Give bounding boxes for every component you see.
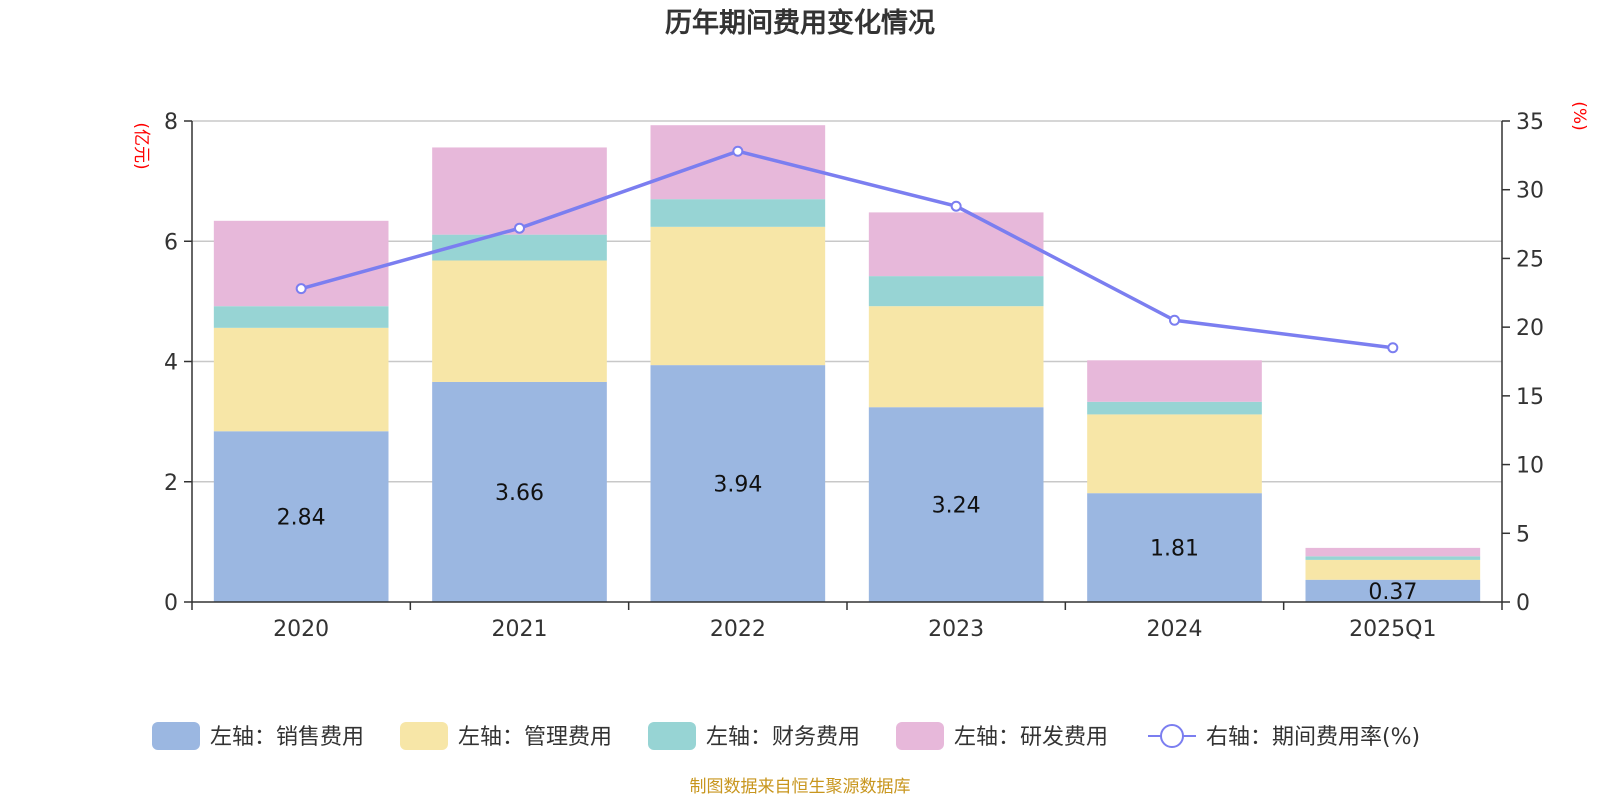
bar-segment <box>868 306 1044 408</box>
right-tick-label: 0 <box>1516 591 1530 616</box>
legend-swatch <box>648 722 696 750</box>
x-tick-label: 2020 <box>273 617 329 642</box>
left-tick-label: 0 <box>164 591 178 616</box>
chart-title: 历年期间费用变化情况 <box>665 7 935 39</box>
legend-marker <box>1160 724 1184 748</box>
bar-segment <box>868 407 1044 602</box>
bar-segment <box>1305 579 1481 602</box>
bar-segment <box>1305 559 1481 580</box>
x-tick-label: 2024 <box>1147 617 1203 642</box>
left-tick-label: 8 <box>164 110 178 135</box>
x-tick-label: 2025Q1 <box>1349 617 1436 642</box>
bar-segment <box>650 125 826 200</box>
left-tick-label: 2 <box>164 471 178 496</box>
legend-swatch <box>896 722 944 750</box>
right-tick-label: 5 <box>1516 522 1530 547</box>
x-tick-label: 2023 <box>928 617 984 642</box>
legend-swatch <box>400 722 448 750</box>
bar-segment <box>1305 547 1481 557</box>
line-point <box>514 222 525 234</box>
bar-data-label: 1.81 <box>1150 537 1199 562</box>
x-tick-label: 2022 <box>710 617 766 642</box>
legend-label: 左轴：研发费用 <box>954 725 1108 750</box>
right-tick-label: 35 <box>1516 110 1544 135</box>
legend-label: 左轴：销售费用 <box>210 725 364 750</box>
bar-segment <box>868 276 1044 307</box>
right-tick-label: 25 <box>1516 247 1544 272</box>
bar-segment <box>650 199 826 227</box>
bar-segment <box>650 365 826 602</box>
bar-segment <box>868 212 1044 277</box>
bar-data-label: 2.84 <box>277 506 326 531</box>
gridlines <box>192 120 1502 483</box>
line-point <box>1169 314 1180 326</box>
line-point <box>950 200 962 212</box>
line-point <box>732 145 744 157</box>
bar-segment <box>1305 556 1481 560</box>
bar-segment <box>213 327 389 432</box>
bar-segment <box>213 431 389 602</box>
bar-segment <box>1087 414 1262 494</box>
right-tick-label: 10 <box>1516 454 1544 479</box>
data-labels-layer: 2.84 3.66 3.94 3.24 1.81 0.37 <box>277 473 1418 605</box>
bar-data-label: 0.37 <box>1368 580 1417 605</box>
bar-segment <box>1087 493 1262 602</box>
legend-swatch <box>152 722 200 750</box>
source-note: 制图数据来自恒生聚源数据库 <box>690 777 911 797</box>
left-tick-label: 4 <box>164 351 178 376</box>
legend-label: 左轴：管理费用 <box>458 725 612 750</box>
right-tick-label: 15 <box>1516 385 1544 410</box>
line-series <box>300 149 1394 350</box>
bar-segment <box>213 306 389 328</box>
bar-segment <box>650 226 826 366</box>
line-point <box>295 283 307 295</box>
right-tick-label: 20 <box>1516 316 1544 341</box>
bars-layer <box>213 125 1481 602</box>
right-axis-unit: (%) <box>1569 101 1589 130</box>
left-axis-unit: (亿元) <box>131 122 151 169</box>
x-tick-label: 2021 <box>492 617 548 642</box>
line-layer <box>295 145 1399 354</box>
bar-segment <box>432 147 607 235</box>
bar-segment <box>432 381 607 602</box>
line-point <box>1387 342 1399 354</box>
bar-segment <box>1087 401 1262 415</box>
right-tick-label: 30 <box>1516 179 1544 204</box>
bar-segment <box>432 234 607 261</box>
bar-segment <box>1087 360 1262 402</box>
legend-label: 右轴：期间费用率(%) <box>1206 725 1420 750</box>
bar-data-label: 3.66 <box>495 481 544 506</box>
axes-layer: 0 2 4 6 8 0 5 10 15 20 25 30 35 2020 2021 2022 2023 2024 2… <box>164 110 1544 642</box>
bar-data-label: 3.24 <box>932 494 981 519</box>
bar-segment <box>432 260 607 382</box>
bar-data-label: 3.94 <box>713 473 762 498</box>
legend-label: 左轴：财务费用 <box>706 725 860 750</box>
legend: 左轴：销售费用 左轴：管理费用 左轴：财务费用 左轴：研发费用 右轴：期间费用率(%) <box>152 722 1420 750</box>
left-tick-label: 6 <box>164 230 178 255</box>
